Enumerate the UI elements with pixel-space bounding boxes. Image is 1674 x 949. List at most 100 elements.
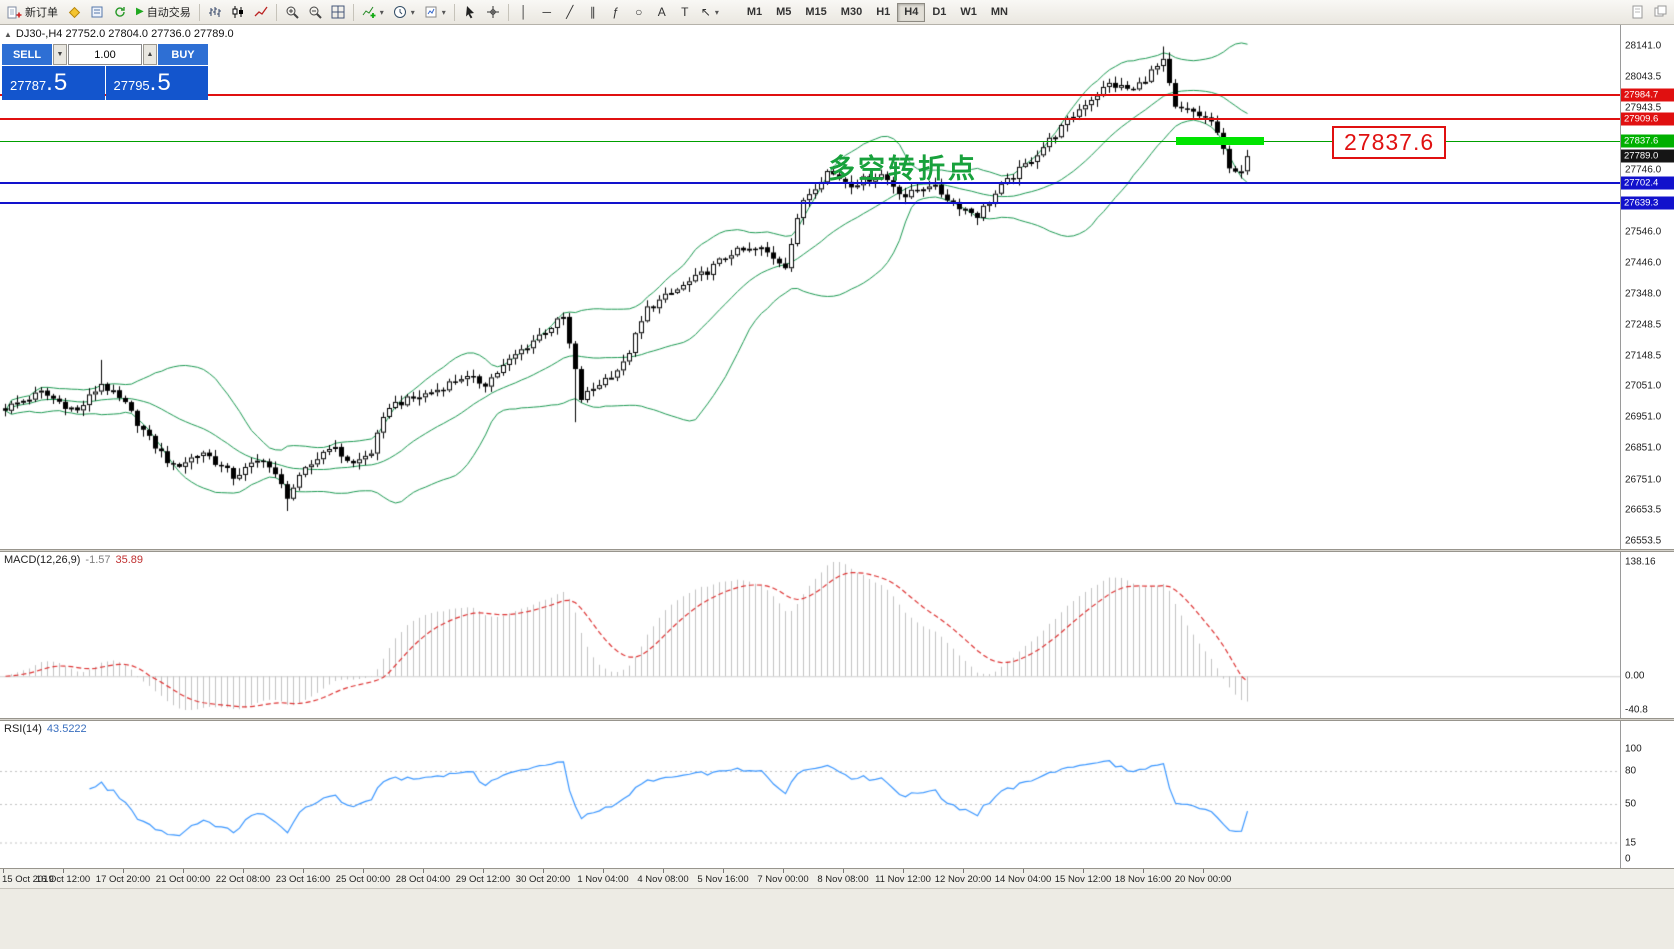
axis-price-tag: 27789.0 [1621, 149, 1674, 163]
indicators-button[interactable]: ▾ [358, 2, 388, 23]
time-axis-label: 16 Oct 12:00 [35, 874, 91, 885]
candlestick-chart-button[interactable] [227, 2, 249, 23]
axis-tick-label: 27248.5 [1625, 319, 1662, 331]
new-order-button[interactable]: 新订单 [3, 2, 62, 23]
zoom-in-button[interactable] [281, 2, 303, 23]
price-level-line[interactable] [0, 94, 1620, 97]
macd-panel: MACD(12,26,9) -1.57 35.89 138.16 0.00 -40.8 [0, 552, 1674, 718]
panel-splitter[interactable] [0, 549, 1674, 552]
rsi-value: 43.5222 [46, 723, 87, 735]
line-chart-button[interactable] [250, 2, 272, 23]
sell-price-small: 27787 [10, 78, 47, 93]
chevron-down-icon: ▾ [714, 7, 719, 17]
axis-tick-label: 27348.0 [1625, 288, 1662, 300]
timeframe-m30-button[interactable]: M30 [834, 3, 869, 22]
timeframe-m5-button[interactable]: M5 [769, 3, 798, 22]
level-highlight-segment[interactable] [1176, 137, 1264, 145]
new-chart-button[interactable] [1626, 2, 1648, 23]
arrows-tool-button[interactable]: ↖ ▾ [697, 2, 723, 23]
periods-button[interactable]: ▾ [389, 2, 419, 23]
timeframe-mn-button[interactable]: MN [984, 3, 1015, 22]
autotrading-label: 自动交易 [146, 7, 191, 19]
price-axis[interactable]: 28141.0 28043.5 27943.5 27746.0 27546.0 27446… [1620, 25, 1674, 549]
window-list-button[interactable] [1649, 2, 1671, 23]
time-axis-label: 12 Nov 20:00 [934, 874, 992, 885]
time-axis-label: 25 Oct 00:00 [335, 874, 391, 885]
timeframe-h4-button[interactable]: H4 [897, 2, 926, 22]
play-icon: ▶ [136, 6, 144, 17]
timeframe-w1-button[interactable]: W1 [953, 3, 984, 22]
time-axis-tick [783, 869, 784, 873]
channel-icon: ∥ [589, 5, 596, 19]
time-axis-tick [3, 869, 4, 873]
text-tool-button[interactable]: A [651, 2, 673, 23]
timeframe-h1-button[interactable]: H1 [869, 3, 897, 22]
price-callout-annotation[interactable]: 27837.6 [1332, 126, 1447, 159]
new-order-icon [7, 6, 22, 18]
templates-button[interactable]: ▾ [420, 2, 450, 23]
axis-tick-label: 27546.0 [1625, 226, 1662, 238]
time-axis-label: 7 Nov 00:00 [757, 874, 809, 885]
time-axis-label: 15 Nov 12:00 [1054, 874, 1112, 885]
trendline-tool-button[interactable]: ╱ [559, 2, 581, 23]
shapes-tool-button[interactable]: ○ [628, 2, 650, 23]
candlestick-chart-icon [232, 6, 243, 18]
zoom-out-button[interactable] [304, 2, 326, 23]
rsi-axis[interactable]: 100 80 50 15 0 [1620, 721, 1674, 868]
bar-chart-button[interactable] [204, 2, 226, 23]
one-click-trading-widget: SELL ▼ ▲ BUY 27787.5 27795.5 [2, 44, 208, 100]
time-axis-label: 1 Nov 04:00 [577, 874, 629, 885]
timeframe-m15-button[interactable]: M15 [798, 3, 833, 22]
crosshair-button[interactable] [482, 2, 504, 23]
stacked-windows-icon [1654, 5, 1666, 17]
sell-button[interactable]: SELL [2, 44, 52, 65]
panel-splitter[interactable] [0, 718, 1674, 721]
buy-price-display[interactable]: 27795.5 [105, 66, 208, 100]
tile-windows-button[interactable] [327, 2, 349, 23]
fibonacci-tool-button[interactable]: ƒ [605, 2, 627, 23]
axis-tick-label: 28043.5 [1625, 71, 1662, 83]
volume-decrease-button[interactable]: ▼ [53, 44, 67, 65]
time-axis-tick [903, 869, 904, 873]
macd-canvas[interactable] [0, 552, 1620, 718]
price-level-line[interactable] [0, 117, 1620, 120]
time-axis-label: 30 Oct 20:00 [515, 874, 571, 885]
crosshair-icon [486, 6, 499, 18]
rsi-canvas[interactable] [0, 721, 1620, 868]
price-chart-canvas[interactable] [0, 25, 1620, 549]
turning-point-annotation[interactable]: 多空转折点 [828, 154, 978, 184]
cursor-button[interactable] [459, 2, 481, 23]
one-click-toggle[interactable]: ▲ [4, 29, 12, 39]
refresh-icon [115, 7, 125, 17]
price-level-line[interactable] [0, 140, 1620, 142]
label-tool-button[interactable]: T [674, 2, 696, 23]
autotrading-button[interactable]: ▶ 自动交易 [132, 2, 195, 23]
sell-price-display[interactable]: 27787.5 [2, 66, 105, 100]
market-depth-icon [91, 6, 103, 18]
text-icon: A [657, 5, 666, 19]
sell-price-big: .5 [46, 69, 69, 96]
price-level-line[interactable] [0, 201, 1620, 204]
time-axis-tick [723, 869, 724, 873]
timeframe-d1-button[interactable]: D1 [925, 3, 953, 22]
macd-axis[interactable]: 138.16 0.00 -40.8 [1620, 552, 1674, 718]
time-axis[interactable]: 15 Oct 2019 16 Oct 12:00 17 Oct 20:00 21 Oc… [0, 868, 1674, 888]
axis-tick-label: 15 [1625, 837, 1637, 848]
timeframe-m1-button[interactable]: M1 [740, 3, 769, 22]
price-level-line[interactable] [0, 182, 1620, 185]
toolbar-separator [352, 3, 354, 21]
macd-main-value: -1.57 [85, 554, 111, 566]
time-axis-tick [363, 869, 364, 873]
volume-increase-button[interactable]: ▲ [143, 44, 157, 65]
channel-tool-button[interactable]: ∥ [582, 2, 604, 23]
volume-input[interactable] [68, 44, 142, 65]
metaeditor-button[interactable] [63, 2, 85, 23]
fibonacci-icon: ƒ [612, 5, 620, 19]
buy-price-small: 27795 [113, 78, 150, 93]
axis-tick-label: 27051.0 [1625, 380, 1662, 392]
horizontal-line-tool-button[interactable]: ─ [536, 2, 558, 23]
market-depth-button[interactable] [86, 2, 108, 23]
buy-button[interactable]: BUY [158, 44, 208, 65]
vertical-line-tool-button[interactable]: │ [513, 2, 535, 23]
refresh-button[interactable] [109, 2, 131, 23]
